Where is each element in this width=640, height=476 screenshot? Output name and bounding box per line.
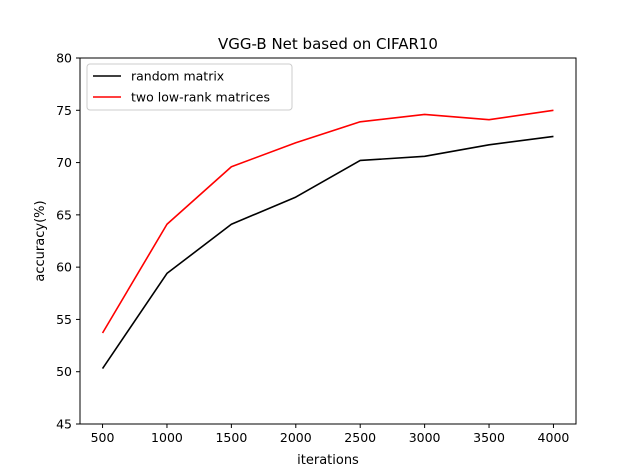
legend-label: two low-rank matrices [131,90,270,105]
y-tick-label: 65 [56,207,72,222]
y-axis: 45 50 55 60 65 70 75 80 [56,51,80,432]
legend-box [86,63,293,111]
series-layer [101,109,554,370]
x-tick-label: 500 [91,430,115,445]
plot-frame [79,57,577,425]
y-tick-label: 60 [56,260,72,275]
y-tick-label: 80 [56,51,72,66]
y-tick-label: 70 [56,155,72,170]
series-line-two-low-rank-matrices [101,109,554,334]
legend: random matrix two low-rank matrices [86,63,293,111]
x-tick-label: 1500 [215,430,247,445]
x-axis-label: iterations [297,453,359,468]
y-tick-label: 75 [56,103,72,118]
y-axis-label: accuracy(%) [33,200,48,281]
x-axis: 500 1000 1500 2000 2500 3000 3500 4000 [91,424,570,445]
x-tick-label: 2000 [280,430,312,445]
y-tick-label: 50 [56,364,72,379]
x-tick-label: 3500 [473,430,505,445]
x-tick-label: 3000 [409,430,441,445]
x-tick-label: 1000 [151,430,183,445]
x-tick-label: 2500 [344,430,376,445]
chart-title: VGG-B Net based on CIFAR10 [218,35,438,53]
y-tick-label: 45 [56,417,72,432]
legend-label: random matrix [131,69,224,84]
series-line-random-matrix [101,135,554,370]
x-tick-label: 4000 [538,430,570,445]
y-tick-label: 55 [56,312,72,327]
